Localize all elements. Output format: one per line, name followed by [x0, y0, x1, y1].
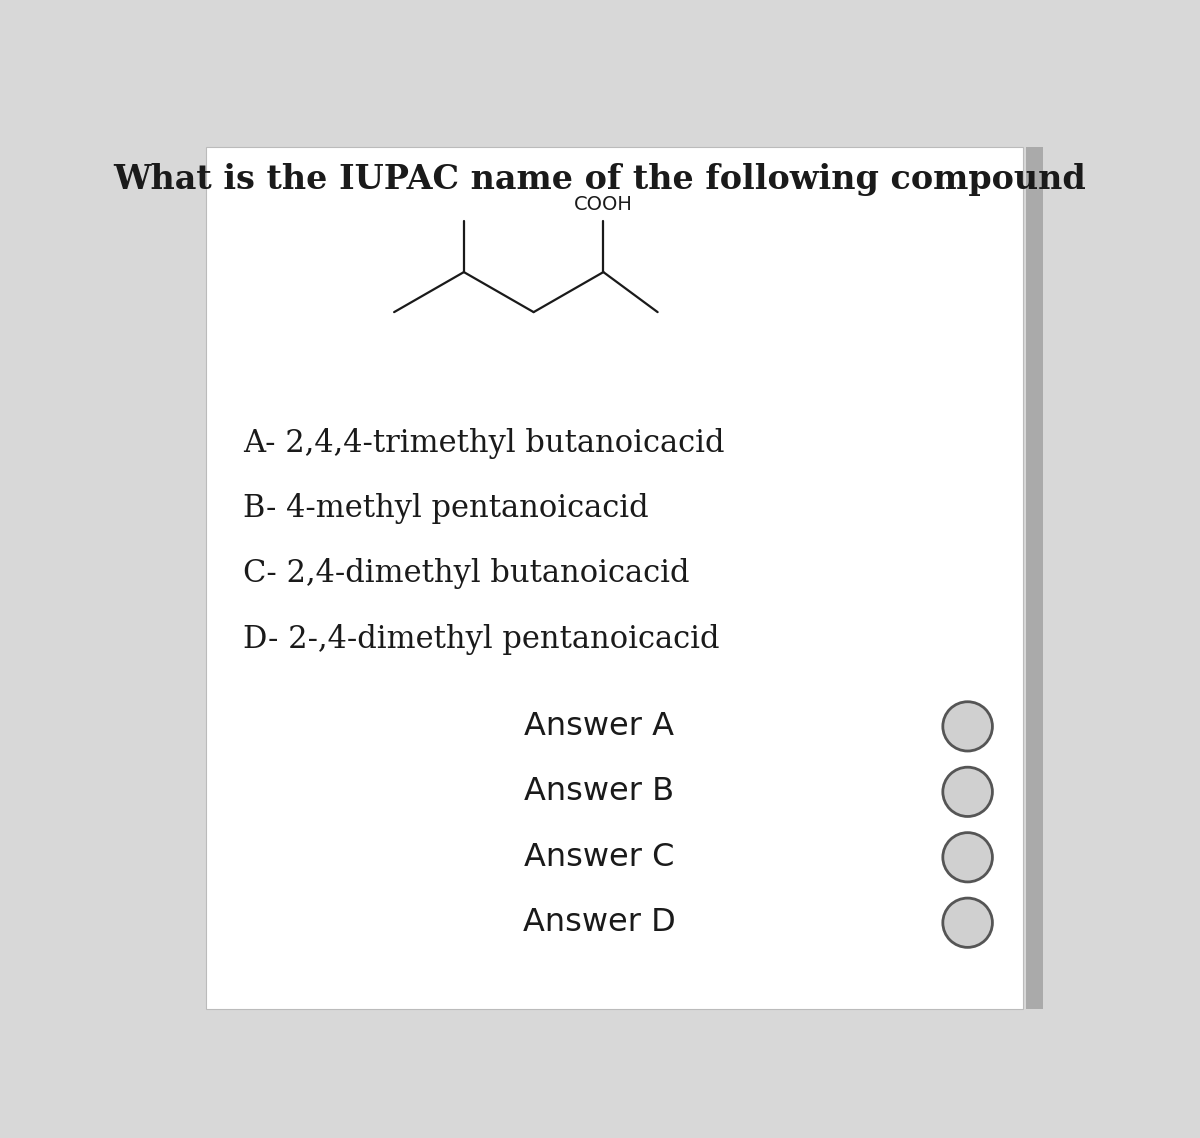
Circle shape	[943, 702, 992, 751]
Text: Answer A: Answer A	[524, 711, 674, 742]
Text: What is the IUPAC name of the following compound: What is the IUPAC name of the following …	[113, 163, 1086, 196]
Text: COOH: COOH	[574, 195, 632, 214]
FancyBboxPatch shape	[206, 147, 1024, 1009]
Circle shape	[943, 767, 992, 816]
FancyBboxPatch shape	[1026, 147, 1043, 1009]
Text: Answer B: Answer B	[524, 776, 674, 807]
Text: A- 2,4,4-trimethyl butanoicacid: A- 2,4,4-trimethyl butanoicacid	[242, 428, 725, 459]
Text: C- 2,4-dimethyl butanoicacid: C- 2,4-dimethyl butanoicacid	[242, 559, 690, 589]
Text: D- 2-,4-dimethyl pentanoicacid: D- 2-,4-dimethyl pentanoicacid	[242, 624, 720, 654]
Text: Answer D: Answer D	[523, 907, 676, 938]
Text: Answer C: Answer C	[524, 842, 674, 873]
Text: B- 4-methyl pentanoicacid: B- 4-methyl pentanoicacid	[242, 493, 649, 523]
Circle shape	[943, 898, 992, 947]
Circle shape	[943, 833, 992, 882]
